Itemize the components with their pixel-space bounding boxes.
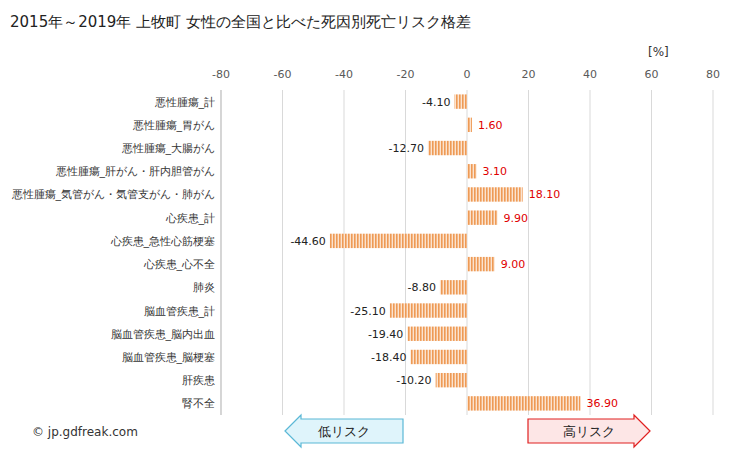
- grid-line: [590, 90, 591, 415]
- category-label: 心疾患_計: [165, 212, 216, 225]
- category-label: 悪性腫瘍_計: [154, 96, 216, 109]
- category-label: 肝疾患: [182, 374, 215, 387]
- tick-label: -60: [274, 68, 292, 81]
- bar: [467, 210, 497, 224]
- data-label: 36.90: [586, 397, 618, 410]
- data-label: 9.00: [501, 258, 526, 271]
- category-label: 腎不全: [182, 397, 215, 410]
- grid-line: [467, 90, 468, 415]
- tick-label: -20: [397, 68, 415, 81]
- data-label: -44.60: [290, 235, 325, 248]
- data-label: -25.10: [350, 305, 385, 318]
- watermark: © jp.gdfreak.com: [32, 425, 138, 439]
- bar: [467, 118, 472, 132]
- category-label: 悪性腫瘍_気管がん・気管支がん・肺がん: [11, 188, 216, 201]
- category-label: 脳血管疾患_脳内出血: [111, 328, 216, 341]
- data-label: -4.10: [422, 96, 450, 109]
- tick-label: -40: [335, 68, 353, 81]
- data-label: 18.10: [529, 188, 561, 201]
- category-label: 脳血管疾患_計: [144, 305, 216, 318]
- chart-container: 2015年～2019年 上牧町 女性の全国と比べた死因別死亡リスク格差 [%] -8…: [0, 0, 729, 450]
- grid-line: [344, 90, 345, 415]
- bar: [440, 280, 467, 294]
- tick-label: -80: [212, 68, 230, 81]
- axis-line: [221, 90, 222, 415]
- title: 2015年～2019年 上牧町 女性の全国と比べた死因別死亡リスク格差: [10, 13, 471, 31]
- risk-arrow: [528, 415, 650, 447]
- bar: [390, 303, 467, 317]
- category-label: 悪性腫瘍_胃がん: [132, 119, 216, 132]
- grid-line: [405, 90, 406, 415]
- category-label: 心疾患_急性心筋梗塞: [110, 235, 216, 248]
- data-label: -18.40: [371, 351, 406, 364]
- data-label: -19.40: [368, 328, 403, 341]
- chart-svg: 2015年～2019年 上牧町 女性の全国と比べた死因別死亡リスク格差 [%] -8…: [0, 0, 729, 450]
- category-label: 悪性腫瘍_大腸がん: [121, 142, 216, 155]
- bar: [467, 187, 523, 201]
- data-label: -12.70: [388, 142, 423, 155]
- grid-line: [528, 90, 529, 415]
- tick-label: 80: [706, 68, 720, 81]
- grid-line: [282, 90, 283, 415]
- bar: [467, 257, 495, 271]
- category-label: 肺炎: [193, 281, 215, 294]
- data-label: 9.90: [503, 212, 528, 225]
- bar: [407, 327, 467, 341]
- data-label: -10.20: [396, 374, 431, 387]
- grid-line: [221, 90, 222, 415]
- bar: [436, 373, 467, 387]
- risk-arrow: [285, 415, 403, 447]
- grid-line: [651, 90, 652, 415]
- tick-label: 60: [645, 68, 659, 81]
- bar: [467, 164, 477, 178]
- bar: [454, 94, 467, 108]
- category-label: 脳血管疾患_脳梗塞: [122, 351, 216, 364]
- tick-label: 40: [583, 68, 597, 81]
- annotation: 低リスク: [318, 424, 370, 439]
- tick-label: 20: [522, 68, 536, 81]
- data-label: 3.10: [483, 165, 508, 178]
- category-label: 悪性腫瘍_肝がん・肝内胆管がん: [55, 165, 216, 178]
- bar: [410, 350, 467, 364]
- annotation: 高リスク: [563, 424, 615, 439]
- bar: [330, 234, 467, 248]
- bar: [428, 141, 467, 155]
- category-label: 心疾患_心不全: [143, 258, 216, 271]
- axis-label: [%]: [648, 45, 669, 59]
- bar: [467, 396, 580, 410]
- bars: [330, 94, 581, 410]
- data-label: 1.60: [478, 119, 503, 132]
- data-label: -8.80: [407, 281, 435, 294]
- grid-line: [713, 90, 714, 415]
- tick-label: 0: [464, 68, 471, 81]
